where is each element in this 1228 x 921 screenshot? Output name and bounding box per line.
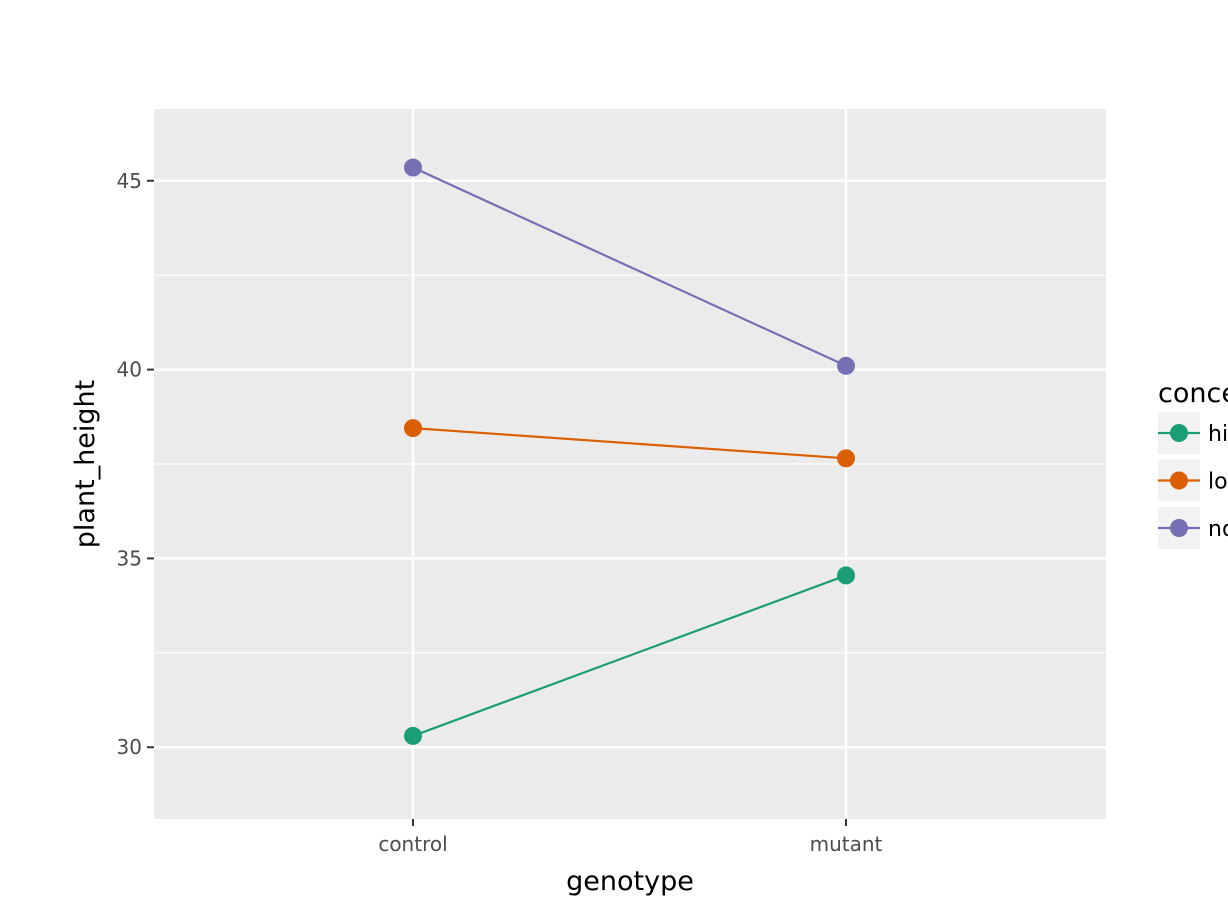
legend-label: no (1208, 517, 1228, 542)
series-line (412, 574, 847, 737)
legend-label: lo (1208, 470, 1228, 495)
x-tick-label: mutant (810, 832, 883, 856)
legend-key-point (1170, 471, 1188, 490)
x-tick-label: control (378, 832, 447, 856)
legend-items: hi lo no (1158, 412, 1228, 549)
legend-item-low: lo (1158, 459, 1228, 502)
x-axis: control mutant (378, 819, 883, 856)
series-layer (404, 158, 855, 745)
series-none (404, 158, 855, 375)
legend-key-point (1170, 424, 1188, 442)
data-point (837, 566, 855, 585)
series-line (412, 427, 847, 460)
y-axis: 30 35 40 45 (117, 169, 154, 759)
y-axis-title: plant_height (70, 380, 101, 548)
data-point (404, 726, 422, 745)
legend-key-point (1170, 519, 1188, 537)
y-tick-label: 45 (117, 169, 142, 193)
data-point (837, 356, 855, 375)
major-gridlines (154, 109, 1106, 819)
series-line (412, 166, 847, 367)
legend-title: conce (1158, 378, 1228, 409)
y-tick-label: 30 (117, 735, 142, 759)
series-low (404, 419, 855, 468)
x-axis-title: genotype (566, 866, 694, 897)
legend-item-none: no (1158, 507, 1228, 549)
data-point (404, 419, 422, 438)
minor-gridlines (154, 274, 1106, 654)
data-point (404, 158, 422, 177)
legend-item-high: hi (1158, 412, 1228, 454)
y-tick-label: 35 (117, 546, 142, 570)
series-high (404, 566, 855, 745)
y-tick-label: 40 (117, 358, 142, 382)
legend: conce hi lo no (1158, 378, 1228, 549)
data-point (837, 449, 855, 468)
legend-label: hi (1208, 422, 1228, 447)
